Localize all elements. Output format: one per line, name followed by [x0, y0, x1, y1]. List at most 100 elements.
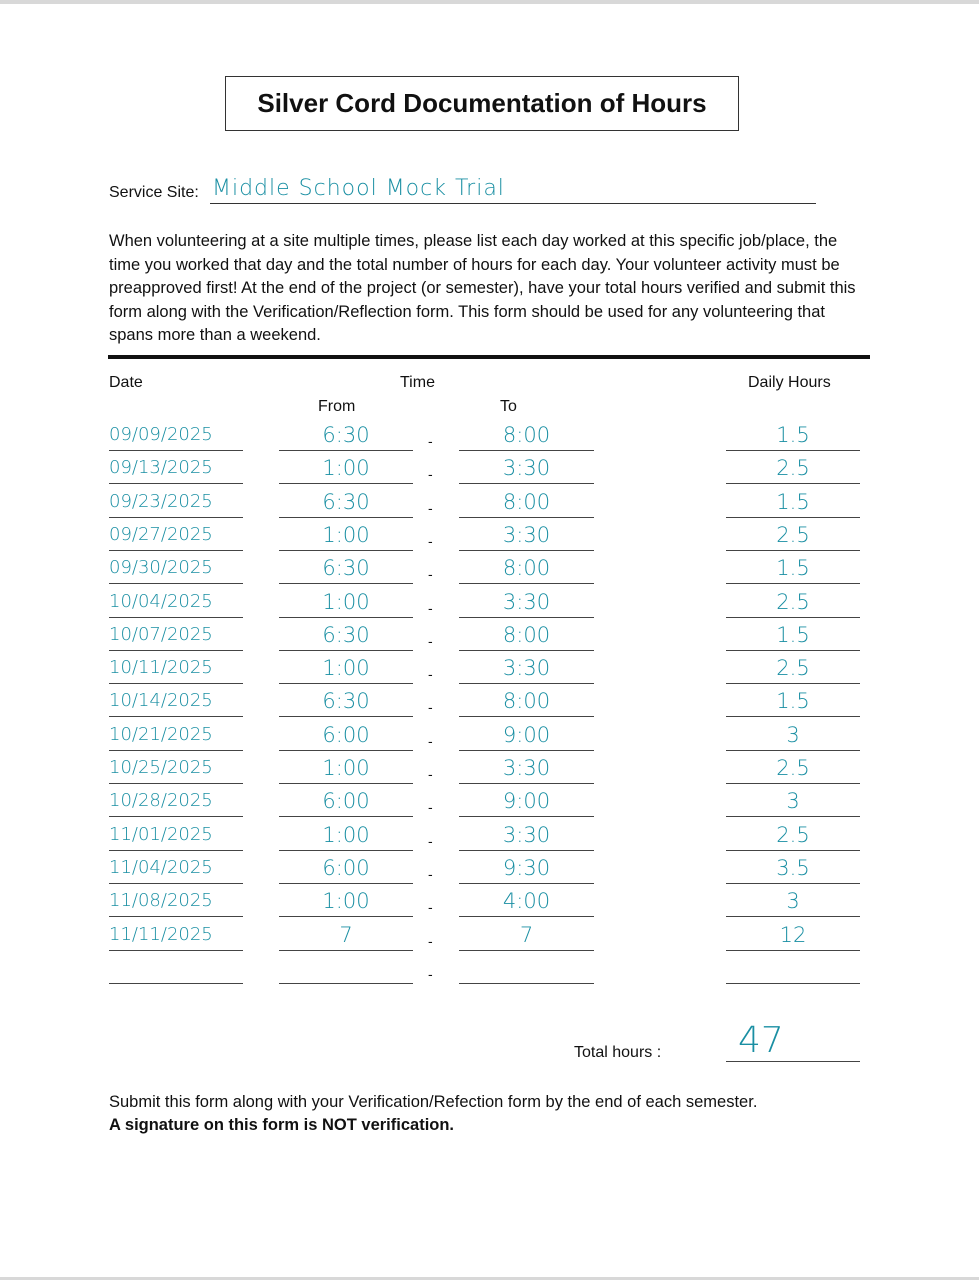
to-time-cell[interactable]: 8:00	[459, 487, 594, 518]
time-separator: -	[428, 632, 433, 649]
table-row: 11/01/2025 1:00- 3:30 2.5	[0, 818, 979, 851]
daily-hours-cell[interactable]: 2.5	[726, 520, 860, 551]
daily-hours-cell[interactable]: 12	[726, 920, 860, 951]
table-row: 10/04/2025 1:00- 3:30 2.5	[0, 585, 979, 618]
to-time-cell[interactable]: 9:00	[459, 786, 594, 818]
table-row: 10/11/2025 1:00- 3:30 2.5	[0, 651, 979, 685]
footer-submit-note: Submit this form along with your Verific…	[109, 1093, 758, 1111]
to-time-cell[interactable]: 3:30	[459, 820, 594, 851]
daily-hours-cell[interactable]: 3	[726, 720, 860, 751]
time-separator: -	[428, 799, 433, 816]
date-cell[interactable]	[109, 953, 243, 984]
from-time-cell[interactable]: 6:30	[279, 620, 413, 651]
from-time-cell[interactable]: 6:30	[279, 487, 413, 518]
to-time-cell[interactable]: 4:00	[459, 886, 594, 918]
from-time-cell[interactable]: 6:30	[279, 686, 413, 718]
to-time-cell[interactable]: 8:00	[459, 686, 594, 718]
from-time-cell[interactable]: 7	[279, 920, 413, 951]
total-hours-value: 47	[726, 1020, 860, 1062]
time-separator: -	[428, 699, 433, 716]
date-cell[interactable]: 09/27/2025	[109, 520, 243, 551]
daily-hours-cell[interactable]: 2.5	[726, 653, 860, 685]
table-row: 10/25/2025 1:00- 3:30 2.5	[0, 751, 979, 784]
from-time-cell[interactable]	[279, 953, 413, 984]
time-separator: -	[428, 566, 433, 583]
daily-hours-cell[interactable]: 1.5	[726, 487, 860, 518]
date-cell[interactable]: 10/25/2025	[109, 753, 243, 784]
date-cell[interactable]: 11/01/2025	[109, 820, 243, 851]
to-time-cell[interactable]: 7	[459, 920, 594, 951]
date-cell[interactable]: 09/30/2025	[109, 553, 243, 585]
table-row: 11/08/2025 1:00- 4:00 3	[0, 884, 979, 918]
table-row: 10/14/2025 6:30- 8:00 1.5	[0, 684, 979, 718]
form-title: Silver Cord Documentation of Hours	[225, 76, 739, 131]
date-cell[interactable]: 10/28/2025	[109, 786, 243, 818]
from-time-cell[interactable]: 1:00	[279, 886, 413, 918]
date-cell[interactable]: 10/07/2025	[109, 620, 243, 651]
date-cell[interactable]: 11/11/2025	[109, 920, 243, 951]
from-time-cell[interactable]: 6:00	[279, 786, 413, 818]
daily-hours-cell[interactable]: 1.5	[726, 620, 860, 651]
to-time-cell[interactable]: 8:00	[459, 620, 594, 651]
from-time-cell[interactable]: 6:00	[279, 853, 413, 884]
date-cell[interactable]: 11/08/2025	[109, 886, 243, 918]
to-time-cell[interactable]: 8:00	[459, 420, 594, 451]
from-time-cell[interactable]: 1:00	[279, 453, 413, 485]
date-cell[interactable]: 11/04/2025	[109, 853, 243, 884]
daily-hours-cell[interactable]: 1.5	[726, 686, 860, 718]
date-cell[interactable]: 10/14/2025	[109, 686, 243, 718]
to-time-cell[interactable]: 9:00	[459, 720, 594, 751]
from-time-cell[interactable]: 6:00	[279, 720, 413, 751]
to-time-cell[interactable]	[459, 953, 594, 984]
to-time-cell[interactable]: 3:30	[459, 453, 594, 485]
date-cell[interactable]: 09/13/2025	[109, 453, 243, 485]
from-time-cell[interactable]: 1:00	[279, 753, 413, 784]
date-cell[interactable]: 10/04/2025	[109, 587, 243, 618]
daily-hours-cell[interactable]: 2.5	[726, 453, 860, 485]
from-time-cell[interactable]: 6:30	[279, 420, 413, 451]
to-time-cell[interactable]: 3:30	[459, 753, 594, 784]
time-separator: -	[428, 532, 433, 549]
daily-hours-cell[interactable]: 1.5	[726, 553, 860, 585]
from-time-cell[interactable]: 1:00	[279, 587, 413, 618]
date-cell[interactable]: 10/21/2025	[109, 720, 243, 751]
daily-hours-cell[interactable]	[726, 953, 860, 984]
to-time-cell[interactable]: 3:30	[459, 587, 594, 618]
header-time: Time	[400, 374, 435, 391]
table-row: -	[0, 951, 979, 984]
header-daily-hours: Daily Hours	[748, 374, 831, 391]
from-time-cell[interactable]: 1:00	[279, 520, 413, 551]
from-time-cell[interactable]: 1:00	[279, 820, 413, 851]
instructions-text: When volunteering at a site multiple tim…	[109, 232, 856, 344]
table-row: 10/21/2025 6:00- 9:00 3	[0, 718, 979, 751]
from-time-cell[interactable]: 1:00	[279, 653, 413, 685]
date-cell[interactable]: 09/09/2025	[109, 420, 243, 451]
time-separator: -	[428, 433, 433, 449]
daily-hours-cell[interactable]: 2.5	[726, 587, 860, 618]
page-top-edge	[0, 0, 979, 4]
header-from: From	[318, 398, 356, 415]
table-row: 09/23/2025 6:30- 8:00 1.5	[0, 485, 979, 518]
table-row: 10/28/2025 6:00- 9:00 3	[0, 784, 979, 818]
to-time-cell[interactable]: 3:30	[459, 520, 594, 551]
daily-hours-cell[interactable]: 1.5	[726, 420, 860, 451]
date-cell[interactable]: 10/11/2025	[109, 653, 243, 685]
daily-hours-cell[interactable]: 3	[726, 786, 860, 818]
time-separator: -	[428, 466, 433, 483]
table-row: 09/09/2025 6:30- 8:00 1.5	[0, 418, 979, 451]
service-site-line	[210, 203, 816, 204]
to-time-cell[interactable]: 3:30	[459, 653, 594, 685]
time-separator: -	[428, 965, 433, 982]
table-row: 11/11/2025 7-7 12	[0, 918, 979, 951]
daily-hours-cell[interactable]: 3.5	[726, 853, 860, 884]
time-separator: -	[428, 499, 433, 516]
to-time-cell[interactable]: 8:00	[459, 553, 594, 585]
to-time-cell[interactable]: 9:30	[459, 853, 594, 884]
daily-hours-cell[interactable]: 2.5	[726, 820, 860, 851]
daily-hours-cell[interactable]: 2.5	[726, 753, 860, 784]
table-row: 10/07/2025 6:30- 8:00 1.5	[0, 618, 979, 651]
from-time-cell[interactable]: 6:30	[279, 553, 413, 585]
date-cell[interactable]: 09/23/2025	[109, 487, 243, 518]
table-row: 09/30/2025 6:30- 8:00 1.5	[0, 551, 979, 585]
daily-hours-cell[interactable]: 3	[726, 886, 860, 918]
